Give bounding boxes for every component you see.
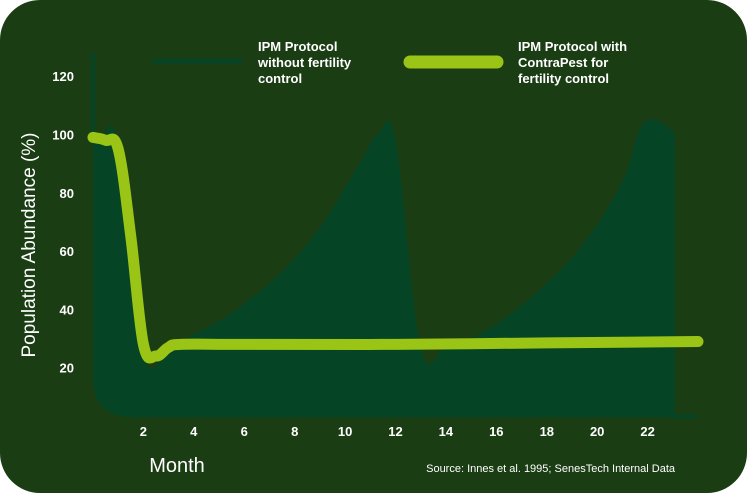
legend-label-without-fertility-line-1: IPM Protocol bbox=[258, 39, 337, 54]
x-tick-label: 4 bbox=[190, 424, 198, 439]
legend: IPM Protocol without fertility control I… bbox=[152, 39, 627, 86]
y-tick-label: 120 bbox=[52, 69, 74, 84]
source-note: Source: Innes et al. 1995; SenesTech Int… bbox=[426, 463, 676, 475]
line-series-contrapest bbox=[87, 131, 704, 364]
legend-label-without-fertility-line-2: without fertility bbox=[257, 55, 352, 70]
y-tick-label: 80 bbox=[60, 186, 74, 201]
x-tick-label: 12 bbox=[388, 424, 402, 439]
area-series-without-fertility bbox=[93, 119, 673, 418]
area-right-edge bbox=[670, 131, 675, 420]
legend-label-contrapest-line-2: ContraPest for bbox=[518, 55, 608, 70]
y-tick-label: 100 bbox=[52, 128, 74, 143]
x-axis-line bbox=[672, 414, 698, 419]
x-tick-label: 18 bbox=[540, 424, 554, 439]
legend-label-contrapest-line-1: IPM Protocol with bbox=[518, 39, 627, 54]
x-tick-label: 16 bbox=[489, 424, 503, 439]
x-tick-label: 22 bbox=[640, 424, 654, 439]
x-axis-title: Month bbox=[149, 455, 205, 477]
y-axis-title: Population Abundance (%) bbox=[19, 133, 40, 358]
legend-label-contrapest-line-3: fertility control bbox=[518, 71, 609, 86]
legend-label-without-fertility-line-3: control bbox=[258, 71, 302, 86]
x-tick-label: 2 bbox=[140, 424, 147, 439]
y-tick-label: 20 bbox=[60, 361, 74, 376]
y-axis-line bbox=[91, 52, 95, 144]
y-tick-label: 40 bbox=[60, 302, 74, 317]
x-tick-label: 10 bbox=[338, 424, 352, 439]
x-tick-label: 8 bbox=[291, 424, 298, 439]
x-tick-label: 6 bbox=[241, 424, 248, 439]
x-tick-label: 14 bbox=[439, 424, 454, 439]
x-tick-label: 20 bbox=[590, 424, 604, 439]
y-tick-label: 60 bbox=[60, 244, 74, 259]
